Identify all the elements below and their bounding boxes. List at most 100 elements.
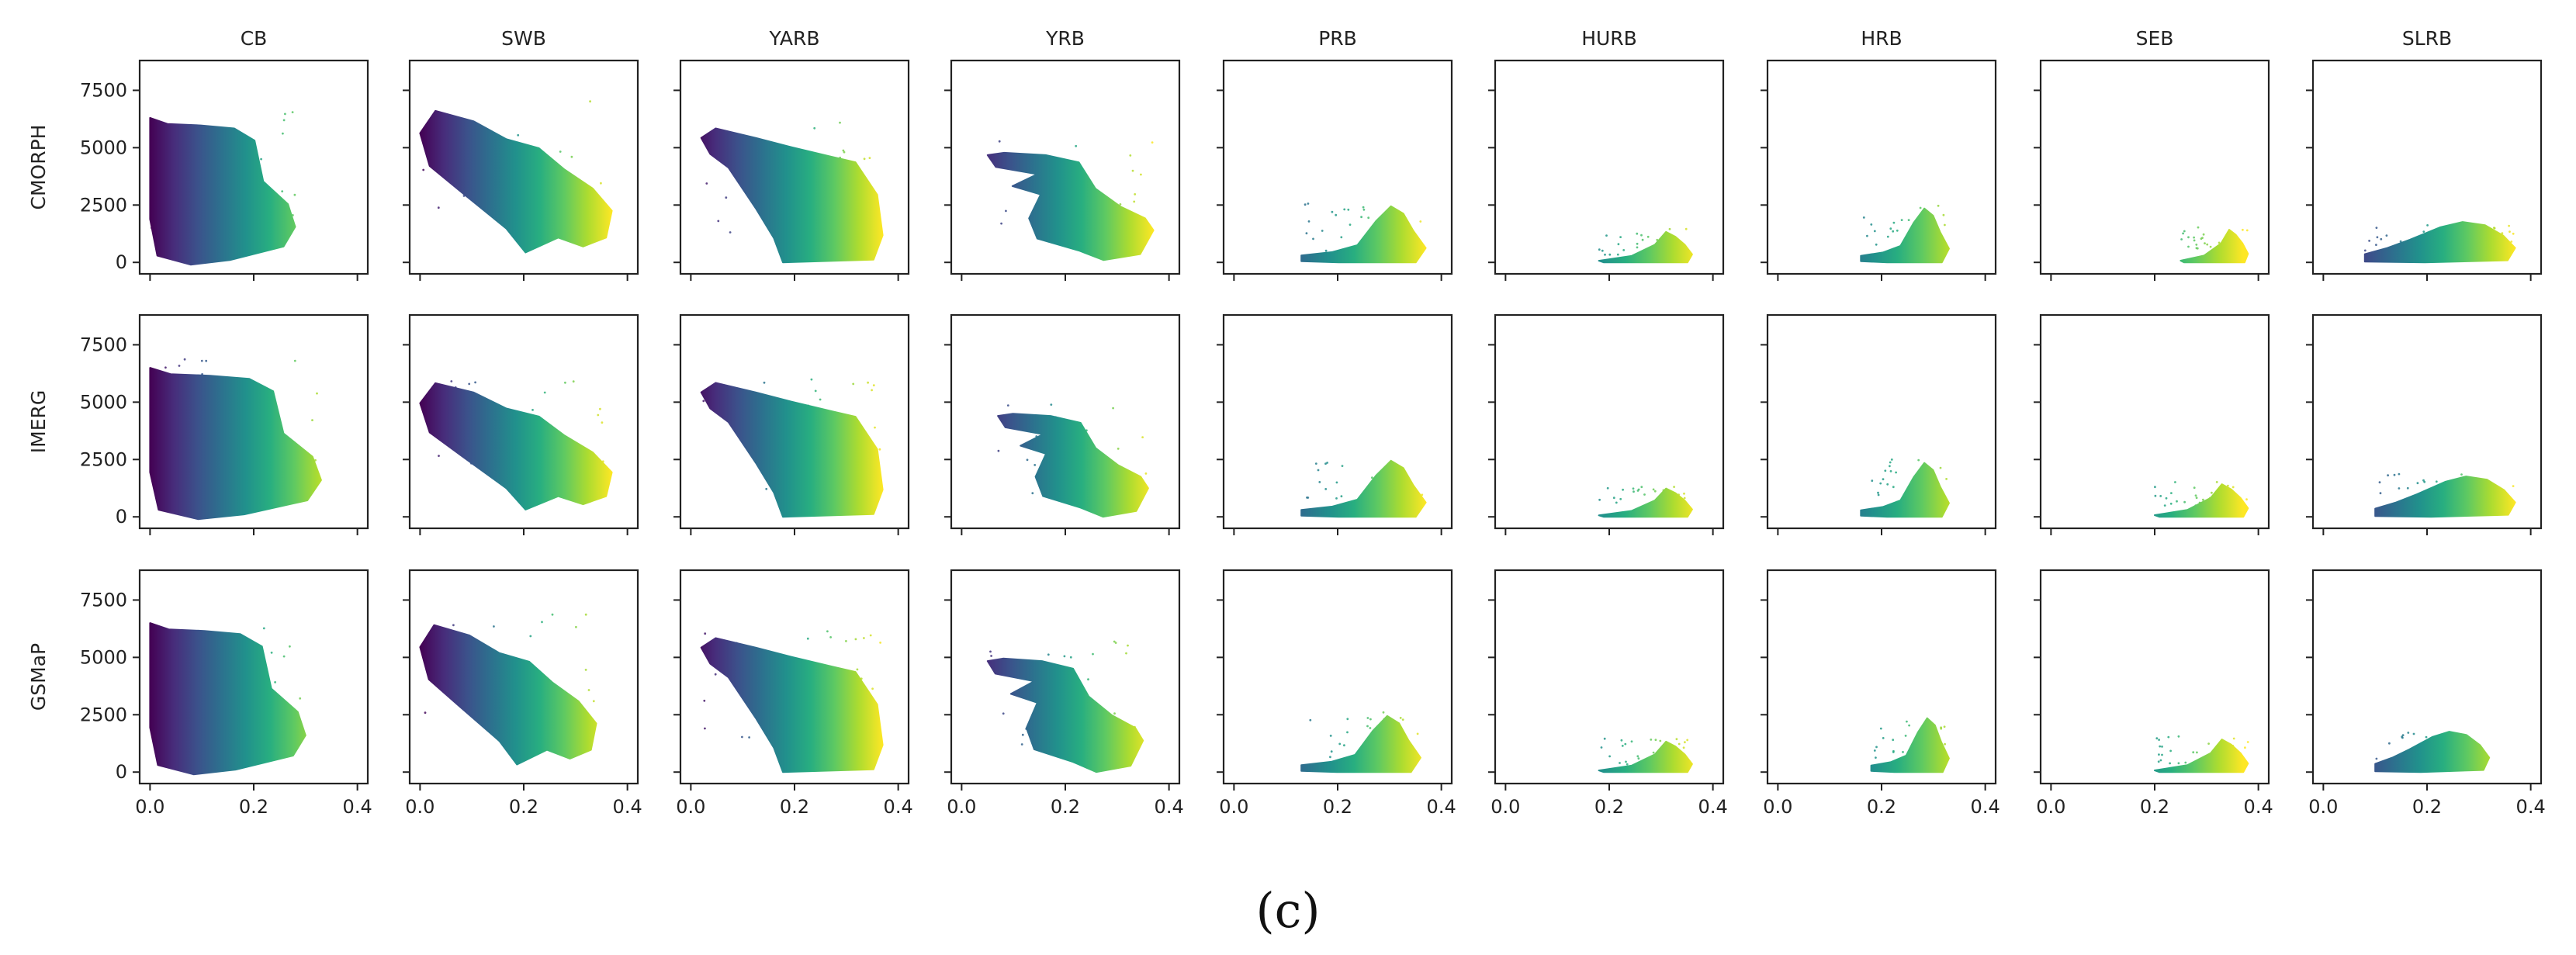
scatter-point bbox=[2235, 498, 2238, 500]
column-title-cb: CB bbox=[241, 27, 268, 50]
scatter-point bbox=[1043, 695, 1046, 697]
scatter-point bbox=[1647, 252, 1650, 255]
scatter-point bbox=[2211, 491, 2213, 494]
scatter-point bbox=[1045, 737, 1048, 739]
scatter-point bbox=[1653, 490, 1657, 493]
scatter-point bbox=[1920, 739, 1923, 741]
scatter-point bbox=[854, 638, 857, 641]
scatter-point bbox=[2183, 500, 2186, 503]
scatter-point bbox=[1304, 203, 1307, 206]
scatter-point bbox=[1075, 144, 1078, 147]
panel-imerg-hurb bbox=[1488, 313, 1725, 535]
scatter-point bbox=[1667, 242, 1670, 245]
scatter-point bbox=[810, 378, 813, 381]
scatter-point bbox=[1940, 245, 1943, 247]
scatter-cloud bbox=[700, 637, 884, 773]
scatter-point bbox=[1619, 236, 1622, 238]
scatter-point bbox=[1942, 213, 1945, 216]
panel-gsmap-yrb: 0.0 0.2 0.4 bbox=[944, 569, 1184, 818]
scatter-point bbox=[2457, 750, 2460, 753]
scatter-point bbox=[316, 392, 318, 395]
scatter-point bbox=[2169, 502, 2173, 505]
scatter-point bbox=[2417, 245, 2420, 248]
scatter-point bbox=[1615, 501, 1618, 504]
scatter-point bbox=[1886, 235, 1889, 238]
x-tick-label: 0.2 bbox=[780, 796, 809, 818]
scatter-point bbox=[1683, 492, 1685, 495]
scatter-point bbox=[1119, 203, 1122, 206]
column-title-swb: SWB bbox=[501, 27, 546, 50]
scatter-point bbox=[2225, 247, 2228, 251]
scatter-point bbox=[504, 675, 507, 677]
scatter-point bbox=[1890, 458, 1893, 461]
scatter-point bbox=[2376, 236, 2379, 239]
scatter-point bbox=[1943, 725, 1946, 728]
scatter-point bbox=[1600, 746, 1603, 749]
scatter-point bbox=[466, 452, 469, 455]
scatter-cloud bbox=[1300, 715, 1421, 773]
scatter-point bbox=[2508, 224, 2511, 227]
scatter-point bbox=[448, 169, 450, 172]
x-tick-label: 0.0 bbox=[135, 796, 164, 818]
scatter-point bbox=[2159, 745, 2162, 748]
scatter-point bbox=[1403, 484, 1406, 486]
scatter-point bbox=[1601, 249, 1604, 252]
scatter-point bbox=[1380, 734, 1383, 737]
scatter-point bbox=[2412, 732, 2415, 735]
scatter-point bbox=[1037, 704, 1040, 706]
scatter-point bbox=[1125, 652, 1127, 655]
scatter-point bbox=[517, 133, 520, 137]
scatter-point bbox=[228, 725, 231, 728]
scatter-point bbox=[1682, 746, 1685, 749]
scatter-point bbox=[292, 214, 294, 216]
scatter-point bbox=[258, 417, 261, 420]
scatter-point bbox=[284, 112, 286, 116]
scatter-point bbox=[1402, 500, 1404, 503]
scatter-point bbox=[587, 689, 590, 691]
scatter-point bbox=[1384, 245, 1387, 247]
scatter-point bbox=[2206, 243, 2209, 246]
scatter-point bbox=[1348, 758, 1351, 761]
y-tick-label: 7500 bbox=[80, 589, 127, 611]
scatter-point bbox=[1134, 725, 1136, 728]
scatter-point bbox=[864, 208, 866, 211]
scatter-point bbox=[157, 433, 160, 436]
scatter-point bbox=[1133, 200, 1136, 203]
scatter-point bbox=[1343, 208, 1346, 211]
scatter-point bbox=[842, 149, 845, 152]
scatter-point bbox=[2193, 486, 2196, 490]
scatter-cloud bbox=[419, 109, 613, 254]
scatter-cloud bbox=[2154, 739, 2249, 773]
scatter-cloud bbox=[997, 413, 1149, 518]
scatter-point bbox=[1626, 763, 1629, 766]
panel-cmorph-slrb bbox=[2306, 59, 2543, 281]
scatter-point bbox=[1659, 739, 1662, 742]
scatter-point bbox=[822, 225, 825, 228]
scatter-point bbox=[2512, 485, 2515, 487]
scatter-point bbox=[750, 143, 753, 146]
scatter-point bbox=[1907, 493, 1909, 497]
scatter-cloud bbox=[2363, 221, 2516, 264]
scatter-point bbox=[468, 382, 471, 386]
scatter-point bbox=[526, 730, 529, 732]
scatter-point bbox=[529, 215, 531, 217]
scatter-point bbox=[1904, 735, 1907, 737]
scatter-point bbox=[2158, 753, 2160, 756]
scatter-point bbox=[703, 699, 706, 702]
scatter-point bbox=[1114, 642, 1117, 644]
scatter-point bbox=[2163, 504, 2166, 507]
scatter-point bbox=[2220, 753, 2223, 756]
scatter-cloud bbox=[419, 382, 613, 510]
scatter-point bbox=[1870, 223, 1873, 226]
scatter-point bbox=[437, 427, 440, 430]
scatter-point bbox=[852, 708, 854, 711]
scatter-point bbox=[203, 156, 206, 159]
scatter-point bbox=[1393, 488, 1396, 490]
scatter-point bbox=[1652, 488, 1655, 491]
scatter-point bbox=[1621, 745, 1624, 747]
scatter-point bbox=[293, 359, 296, 362]
scatter-point bbox=[1006, 404, 1009, 407]
scatter-point bbox=[2219, 490, 2221, 493]
scatter-point bbox=[2490, 237, 2493, 240]
scatter-point bbox=[1875, 746, 1878, 749]
